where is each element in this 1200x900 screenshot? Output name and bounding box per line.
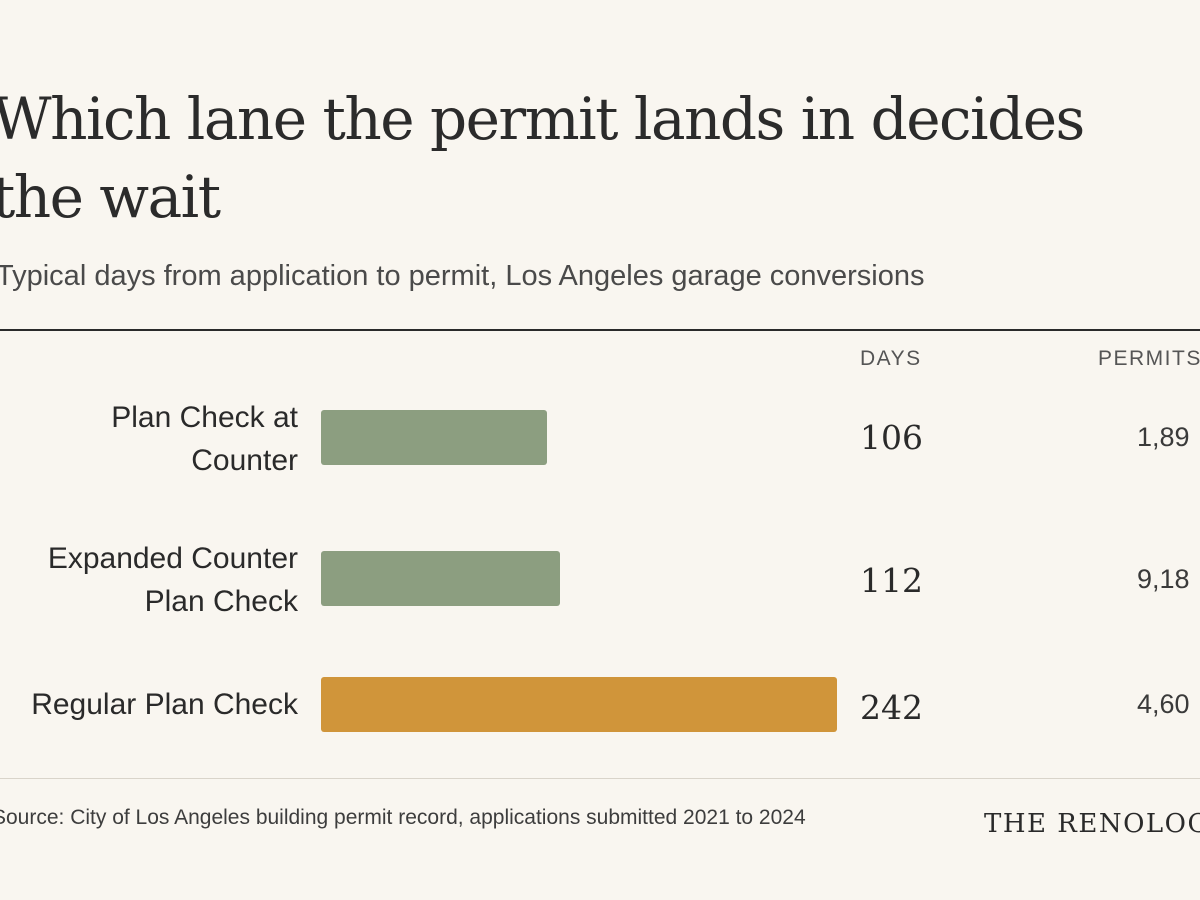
bar-plan-check-at-counter	[321, 410, 547, 465]
source-note: Source: City of Los Angeles building per…	[0, 806, 806, 829]
category-label-regular-plan-check: Regular Plan Check	[31, 688, 298, 721]
days-column-header: DAYS	[860, 347, 922, 370]
permits-column-header: PERMITS	[1098, 347, 1200, 370]
days-value-plan-check-at-counter: 106	[860, 418, 923, 457]
days-value-expanded-counter-plan-check: 112	[860, 561, 923, 600]
category-label-expanded-counter-plan-check: Expanded Counter Plan Check	[47, 542, 298, 618]
top-rule	[0, 329, 1200, 331]
bar-regular-plan-check	[321, 677, 837, 732]
permits-value-expanded-counter-plan-check: 9,18	[1137, 564, 1190, 594]
brand-logo-text: THE RENOLOGY	[984, 809, 1200, 839]
chart-subtitle: Typical days from application to permit,…	[0, 260, 925, 292]
category-label-plan-check-at-counter: Plan Check at Counter	[111, 401, 298, 477]
permits-value-plan-check-at-counter: 1,89	[1137, 422, 1190, 452]
permits-value-regular-plan-check: 4,60	[1137, 689, 1190, 719]
bottom-rule	[0, 778, 1200, 779]
chart-title: Which lane the permit lands in decides t…	[0, 85, 1085, 231]
bar-expanded-counter-plan-check	[321, 551, 560, 606]
days-value-regular-plan-check: 242	[860, 688, 923, 727]
